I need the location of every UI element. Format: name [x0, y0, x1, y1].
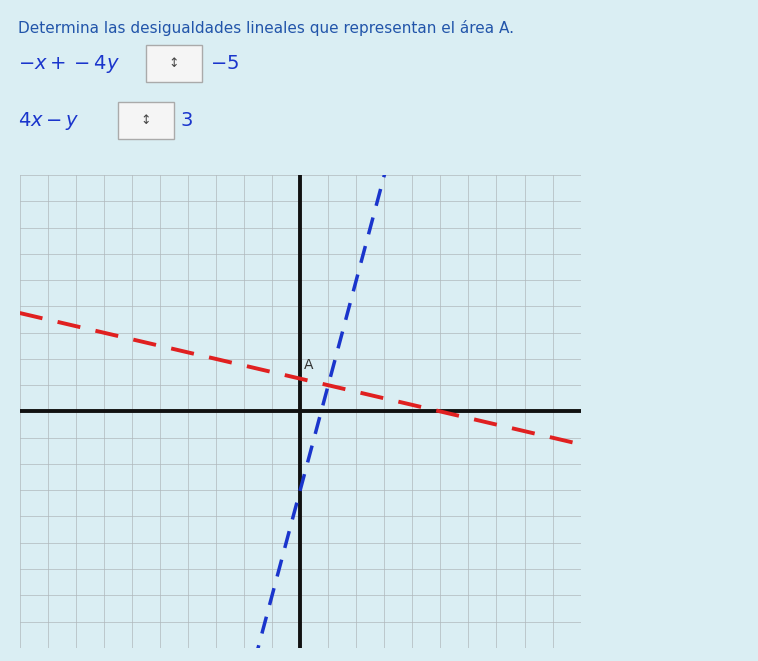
FancyBboxPatch shape — [146, 45, 202, 83]
Text: $3$: $3$ — [180, 111, 193, 130]
Text: ↕: ↕ — [169, 58, 179, 70]
Text: $-5$: $-5$ — [210, 54, 239, 73]
Text: $4x-y$: $4x-y$ — [18, 110, 80, 132]
FancyBboxPatch shape — [118, 102, 174, 139]
Text: ↕: ↕ — [141, 114, 152, 128]
Text: A: A — [303, 358, 313, 372]
Text: $-x+-4y$: $-x+-4y$ — [18, 53, 120, 75]
Text: Determina las desigualdades lineales que representan el área A.: Determina las desigualdades lineales que… — [18, 20, 514, 36]
